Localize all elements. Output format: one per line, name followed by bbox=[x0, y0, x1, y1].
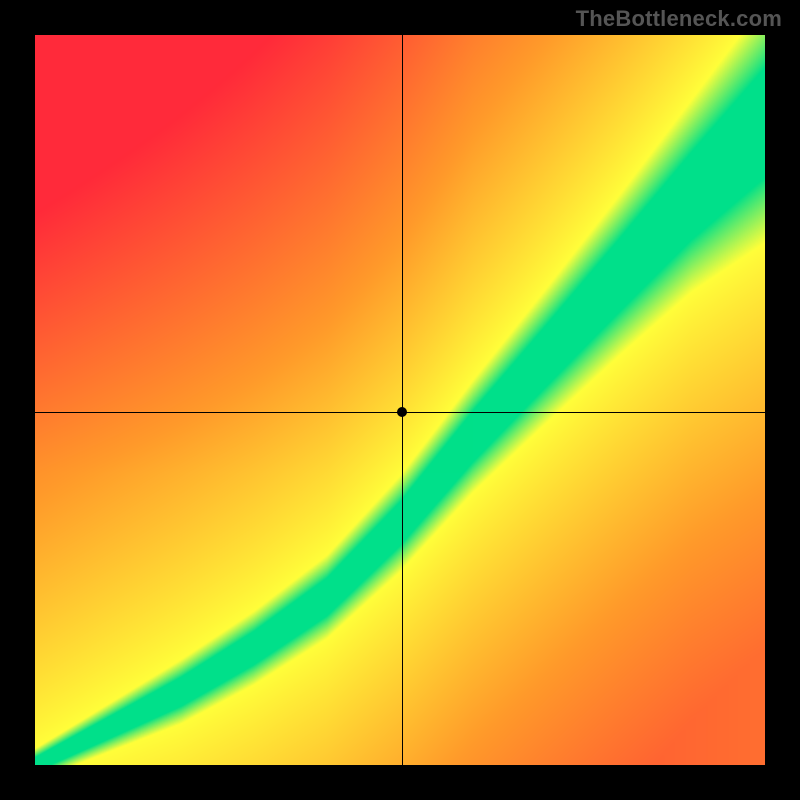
plot-area bbox=[35, 35, 765, 765]
heatmap-canvas bbox=[35, 35, 765, 765]
watermark-text: TheBottleneck.com bbox=[576, 6, 782, 32]
crosshair-vertical bbox=[402, 35, 403, 765]
chart-frame: TheBottleneck.com bbox=[0, 0, 800, 800]
crosshair-marker bbox=[397, 407, 407, 417]
